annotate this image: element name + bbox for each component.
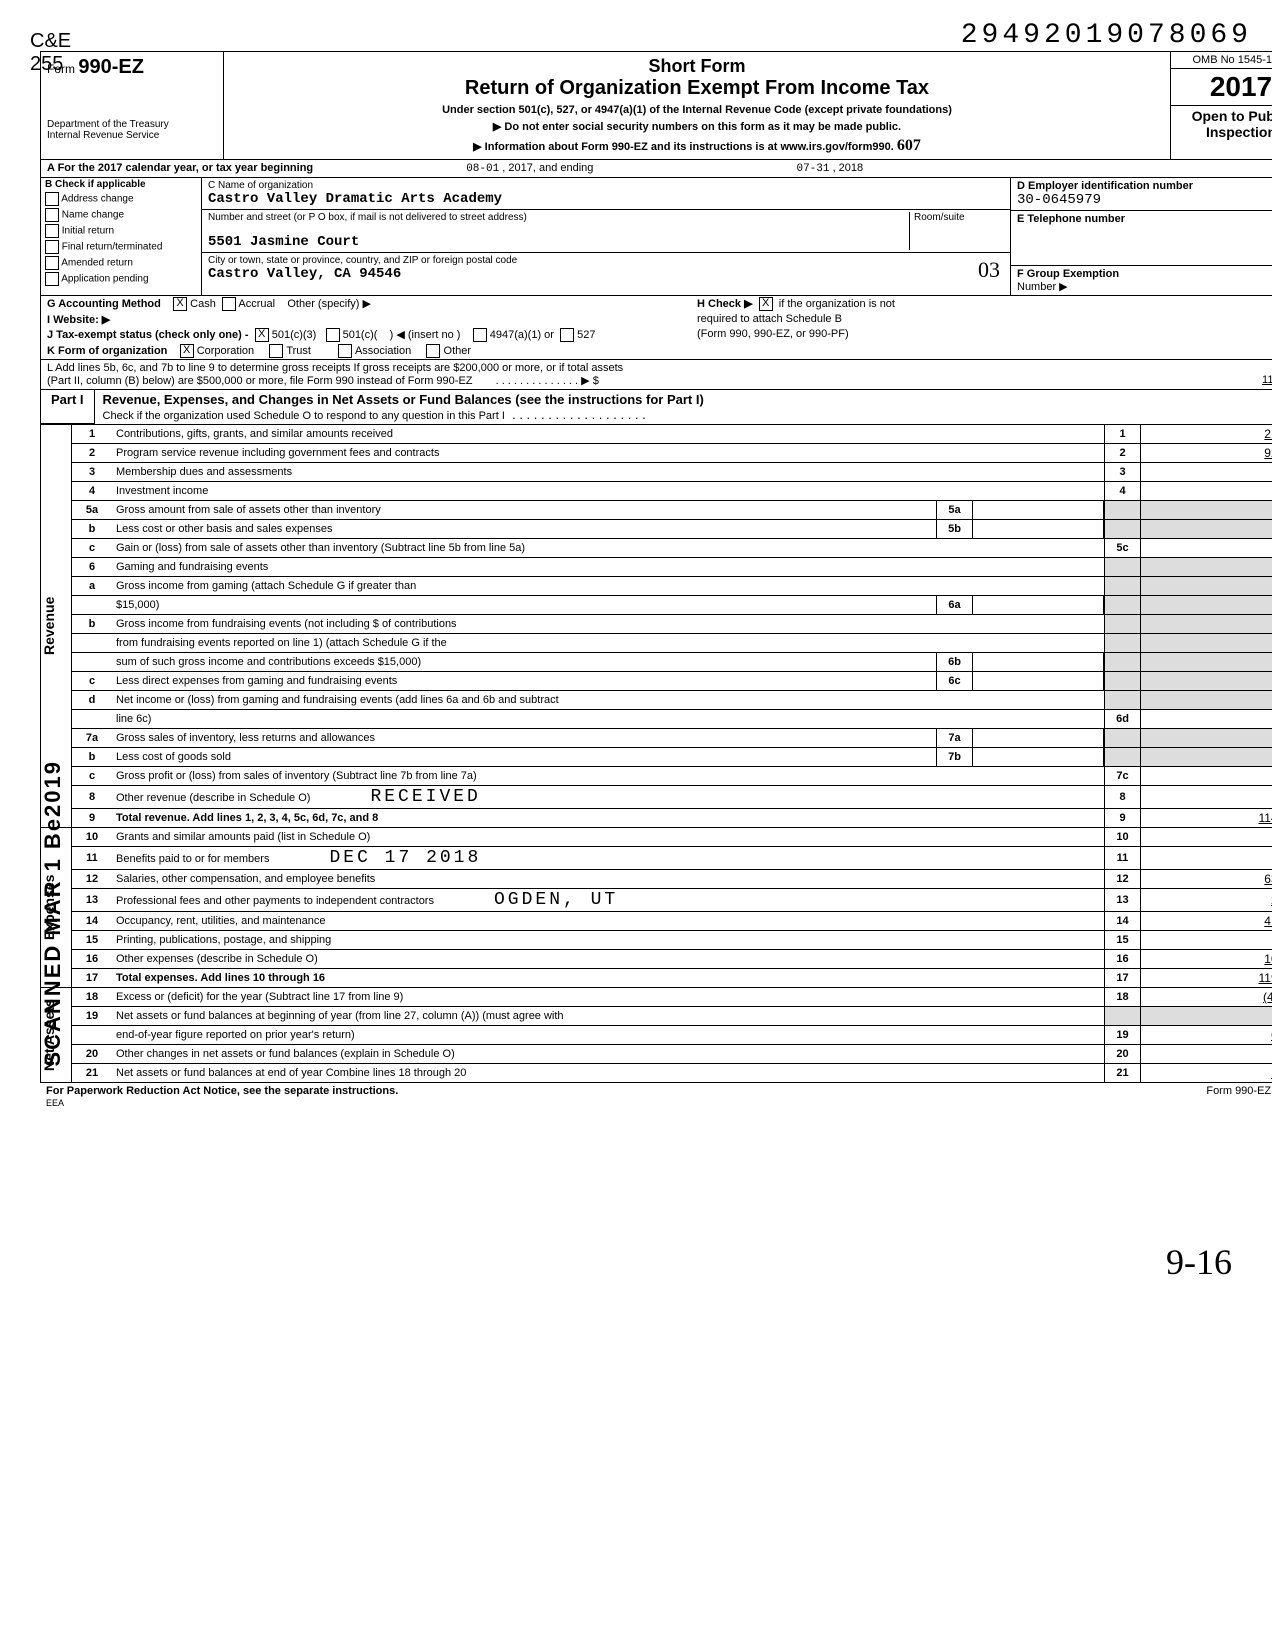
line-row: 5aGross amount from sale of assets other…	[72, 501, 1272, 520]
line-row: 6Gaming and fundraising events	[72, 558, 1272, 577]
row-a-tax-year: A For the 2017 calendar year, or tax yea…	[40, 160, 1272, 178]
form-footer: For Paperwork Reduction Act Notice, see …	[40, 1083, 1272, 1111]
scanned-stamp: SCANNED MAR 1 Be2019	[40, 760, 66, 1067]
part-1-header: Part I Revenue, Expenses, and Changes in…	[40, 390, 1272, 425]
line-row: 21Net assets or fund balances at end of …	[72, 1064, 1272, 1082]
entity-info-block: B Check if applicable Address change Nam…	[40, 178, 1272, 296]
org-street: 5501 Jasmine Court	[208, 234, 909, 250]
col-b-checkboxes: B Check if applicable Address change Nam…	[41, 178, 202, 295]
line-row: cGross profit or (loss) from sales of in…	[72, 767, 1272, 786]
org-name: Castro Valley Dramatic Arts Academy	[208, 191, 1004, 207]
line-row: line 6c)6d	[72, 710, 1272, 729]
col-d-e-f: D Employer identification number 30-0645…	[1011, 178, 1272, 295]
logo-annotation: C&E255	[30, 30, 71, 76]
line-row: dNet income or (loss) from gaming and fu…	[72, 691, 1272, 710]
line-row: 10Grants and similar amounts paid (list …	[72, 828, 1272, 847]
hand-signature: 9-16	[40, 1241, 1232, 1283]
line-row: 11Benefits paid to or for membersDEC 17 …	[72, 847, 1272, 870]
form-subtitle-3: ▶ Information about Form 990-EZ and its …	[228, 137, 1166, 155]
revenue-section: Revenue 1Contributions, gifts, grants, a…	[40, 425, 1272, 828]
line-l-amount: 114,163	[1262, 374, 1272, 386]
line-row: 12Salaries, other compensation, and empl…	[72, 870, 1272, 889]
form-title-1: Short Form	[228, 56, 1166, 77]
line-row: 4Investment income4	[72, 482, 1272, 501]
line-row: cGain or (loss) from sale of assets othe…	[72, 539, 1272, 558]
line-row: bGross income from fundraising events (n…	[72, 615, 1272, 634]
line-row: 18Excess or (deficit) for the year (Subt…	[72, 988, 1272, 1007]
hand-03: 03	[978, 257, 1000, 283]
irs-label: Internal Revenue Service	[47, 130, 217, 141]
line-row: 14Occupancy, rent, utilities, and mainte…	[72, 912, 1272, 931]
form-header: Form 990-EZ Department of the Treasury I…	[40, 51, 1272, 160]
line-row: 3Membership dues and assessments3	[72, 463, 1272, 482]
line-row: 9Total revenue. Add lines 1, 2, 3, 4, 5c…	[72, 809, 1272, 827]
line-row: bLess cost of goods sold7b	[72, 748, 1272, 767]
line-row: 1Contributions, gifts, grants, and simil…	[72, 425, 1272, 444]
line-row: 13Professional fees and other payments t…	[72, 889, 1272, 912]
col-c-name-address: C Name of organization Castro Valley Dra…	[202, 178, 1011, 295]
org-city: Castro Valley, CA 94546	[208, 266, 1004, 282]
line-row: 15Printing, publications, postage, and s…	[72, 931, 1272, 950]
form-number: Form 990-EZ	[47, 56, 217, 79]
line-row: 7aGross sales of inventory, less returns…	[72, 729, 1272, 748]
net-assets-section: Net Assets 18Excess or (deficit) for the…	[40, 988, 1272, 1083]
line-row: 20Other changes in net assets or fund ba…	[72, 1045, 1272, 1064]
omb-number: OMB No 1545-1150	[1171, 52, 1272, 69]
line-row: 16Other expenses (describe in Schedule O…	[72, 950, 1272, 969]
form-title-2: Return of Organization Exempt From Incom…	[228, 77, 1166, 100]
expenses-section: Expenses 10Grants and similar amounts pa…	[40, 828, 1272, 988]
line-row: end-of-year figure reported on prior yea…	[72, 1026, 1272, 1045]
line-row: 2Program service revenue including gover…	[72, 444, 1272, 463]
ein: 30-0645979	[1017, 192, 1272, 208]
line-row: 17Total expenses. Add lines 10 through 1…	[72, 969, 1272, 987]
form-subtitle-2: ▶ Do not enter social security numbers o…	[228, 120, 1166, 133]
line-row: 19Net assets or fund balances at beginni…	[72, 1007, 1272, 1026]
rows-g-through-k: G Accounting Method X Cash Accrual Other…	[40, 296, 1272, 360]
line-row: from fundraising events reported on line…	[72, 634, 1272, 653]
dept-treasury: Department of the Treasury	[47, 119, 217, 130]
open-to-public: Open to PublicInspection	[1171, 106, 1272, 142]
line-row: bLess cost or other basis and sales expe…	[72, 520, 1272, 539]
line-row: cLess direct expenses from gaming and fu…	[72, 672, 1272, 691]
tax-year: 2017	[1171, 69, 1272, 106]
line-row: sum of such gross income and contributio…	[72, 653, 1272, 672]
document-locator-number: 29492019078069	[40, 20, 1252, 51]
line-l: L Add lines 5b, 6c, and 7b to line 9 to …	[40, 360, 1272, 390]
line-row: 8Other revenue (describe in Schedule O)R…	[72, 786, 1272, 809]
line-row: $15,000)6a	[72, 596, 1272, 615]
line-row: aGross income from gaming (attach Schedu…	[72, 577, 1272, 596]
form-subtitle-1: Under section 501(c), 527, or 4947(a)(1)…	[228, 104, 1166, 116]
